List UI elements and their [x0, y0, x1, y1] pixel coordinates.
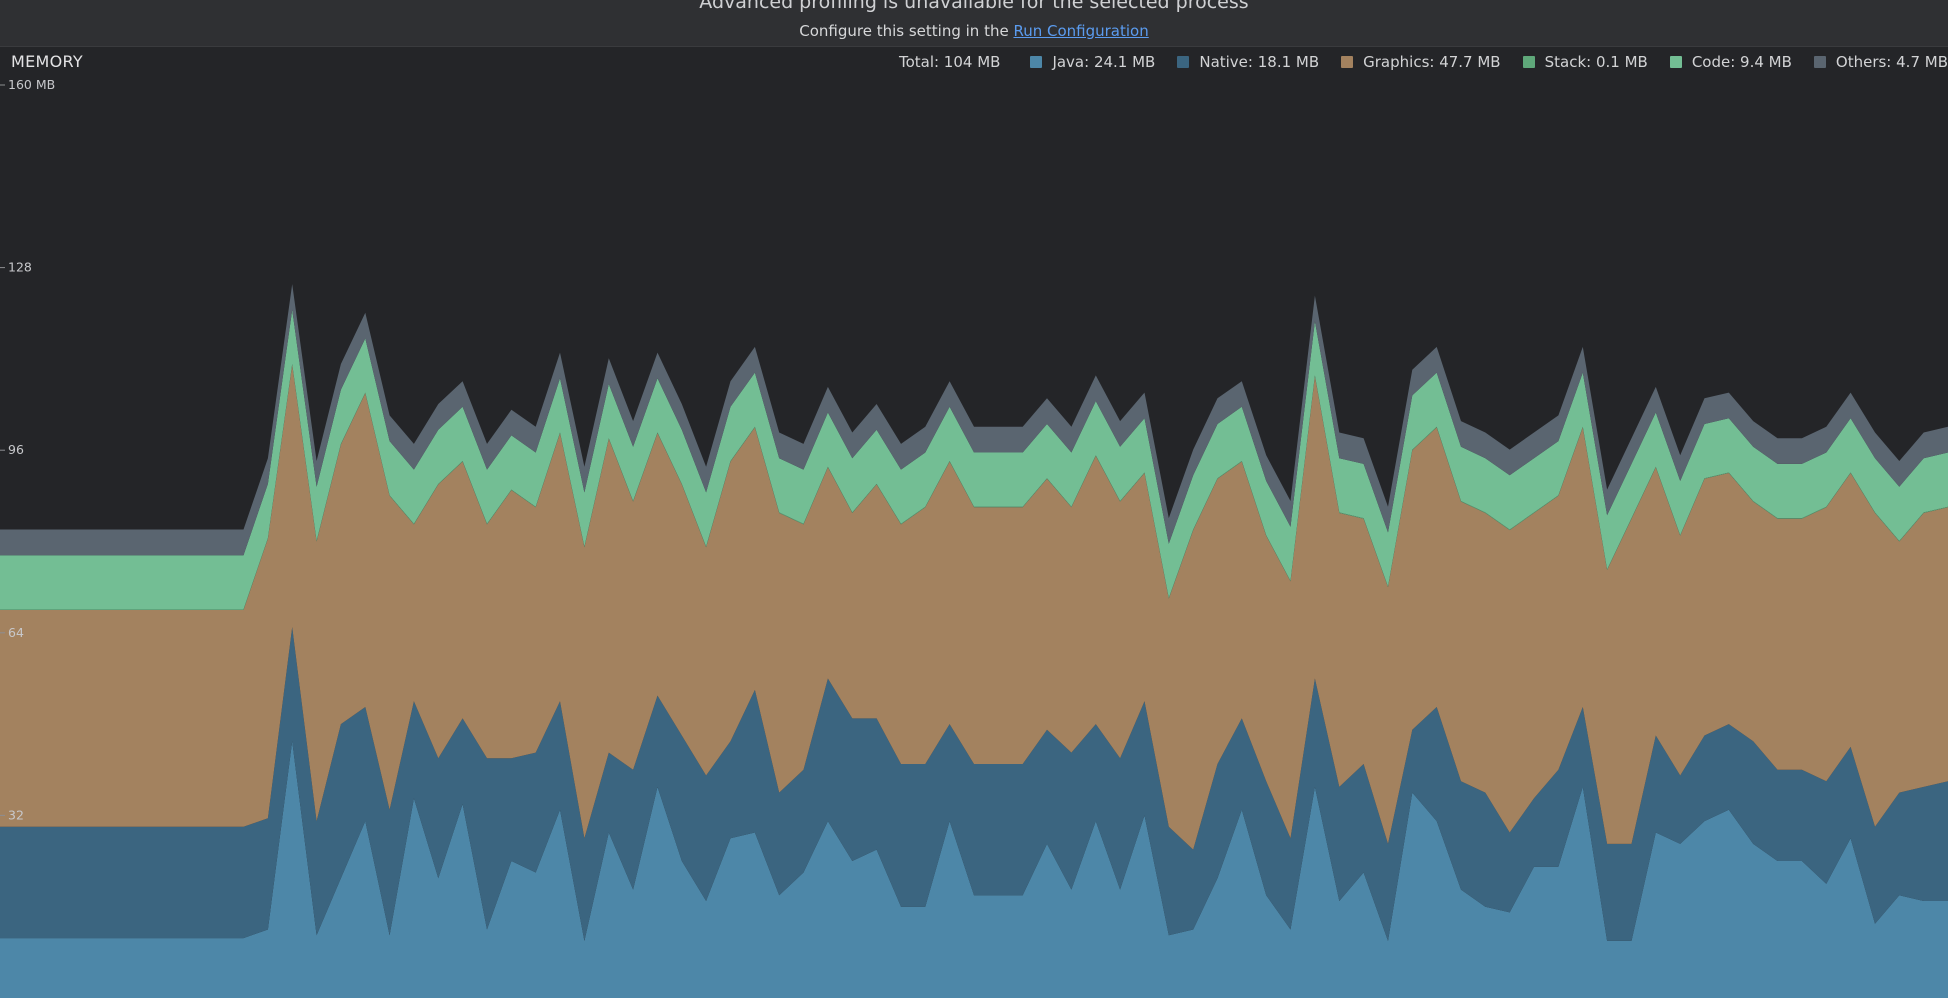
legend-swatch [1177, 56, 1190, 68]
area-code [0, 309, 1948, 610]
legend-label: Stack: 0.1 MB [1544, 53, 1648, 71]
y-tick-label: 64 [8, 625, 24, 640]
y-tick-label: 160 MB [8, 77, 55, 92]
run-configuration-link[interactable]: Run Configuration [1013, 22, 1149, 40]
area-java [0, 741, 1948, 998]
memory-title: MEMORY [11, 52, 83, 71]
legend-item-others: Others: 4.7 MB [1813, 53, 1948, 71]
profiling-banner: Advanced profiling is unavailable for th… [0, 0, 1948, 47]
legend-item-java: Java: 24.1 MB [1030, 53, 1155, 71]
legend-label: Java: 24.1 MB [1052, 53, 1156, 71]
legend-swatch [1813, 56, 1826, 68]
area-others [0, 284, 1948, 556]
legend-item-native: Native: 18.1 MB [1177, 53, 1319, 71]
legend-swatch [1522, 56, 1535, 68]
area-native [0, 627, 1948, 941]
banner-title: Advanced profiling is unavailable for th… [699, 0, 1249, 13]
legend-item-code: Code: 9.4 MB [1669, 53, 1792, 71]
y-tick-label: 96 [8, 442, 24, 457]
legend-label: Others: 4.7 MB [1835, 53, 1948, 71]
banner-subtitle-text: Configure this setting in the [799, 22, 1009, 40]
legend-item-graphics: Graphics: 47.7 MB [1341, 53, 1501, 71]
legend-swatch [1030, 56, 1043, 68]
banner-subtitle: Configure this setting in the Run Config… [0, 22, 1948, 40]
legend-total: Total: 104 MB [898, 53, 1001, 71]
memory-legend: Total: 104 MB Java: 24.1 MB Native: 18.1 … [899, 52, 1948, 72]
area-graphics [0, 364, 1948, 850]
y-tick-label: 32 [8, 807, 24, 822]
legend-swatch [1669, 56, 1682, 68]
legend-swatch [1341, 56, 1354, 68]
legend-label: Graphics: 47.7 MB [1363, 53, 1501, 71]
y-axis: 160 MB 128 96 64 32 [0, 77, 55, 822]
legend-label: Native: 18.1 MB [1199, 53, 1320, 71]
y-tick-label: 128 [8, 260, 32, 275]
legend-item-stack: Stack: 0.1 MB [1522, 53, 1648, 71]
stacked-areas [0, 284, 1948, 998]
legend-label: Code: 9.4 MB [1691, 53, 1792, 71]
